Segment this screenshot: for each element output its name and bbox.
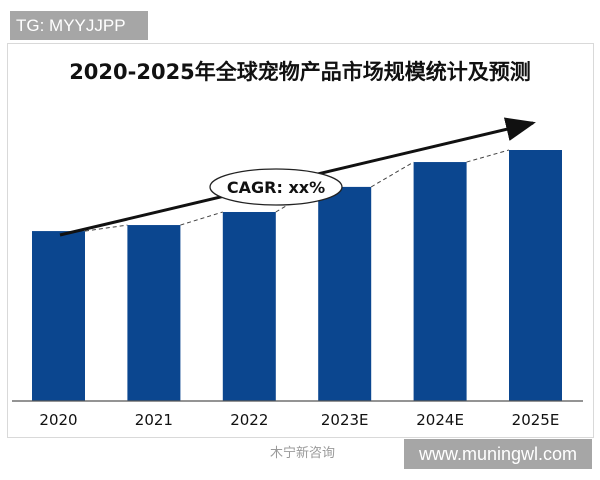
weibo-watermark: 木宁新咨询	[270, 446, 336, 461]
bar-2022	[222, 211, 276, 401]
chart-title: 2020-2025年全球宠物产品市场规模统计及预测	[69, 60, 531, 84]
bar-2023E	[318, 186, 372, 401]
dashed-connector	[180, 211, 223, 226]
tg-watermark-label: TG: MYYJJPP	[10, 11, 148, 40]
x-tick-label: 2025E	[512, 411, 560, 429]
x-tick-label: 2021	[135, 411, 173, 429]
bar-2021	[127, 225, 181, 401]
bar-2024E	[413, 162, 467, 401]
bar-2020	[32, 231, 85, 401]
cagr-annotation: CAGR: xx%	[227, 178, 325, 197]
dashed-connector	[84, 224, 128, 232]
x-tick-label: 2024E	[416, 411, 464, 429]
chart-frame	[7, 43, 594, 438]
x-tick-label: 2023E	[321, 411, 369, 429]
dashed-connector	[370, 161, 414, 188]
cagr-ellipse	[209, 168, 343, 206]
x-tick-label: 2022	[230, 411, 268, 429]
dashed-connector	[466, 149, 510, 163]
x-tick-label: 2020	[39, 411, 77, 429]
site-watermark-label: www.muningwl.com	[404, 439, 592, 469]
bar-2025E	[509, 150, 562, 401]
